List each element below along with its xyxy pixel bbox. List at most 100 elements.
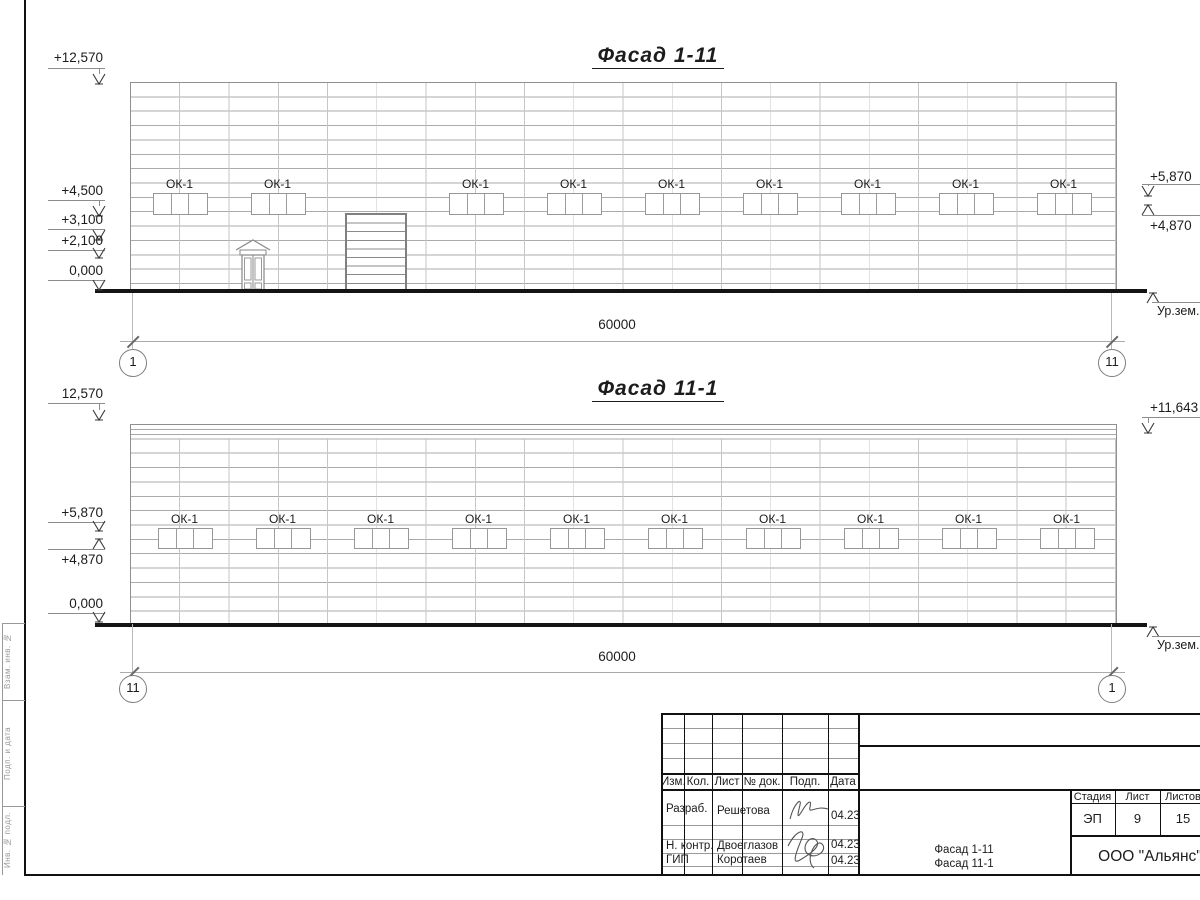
- elevation-mark-shelf: [48, 200, 105, 201]
- elevation-mark-value: +12,570: [53, 50, 103, 65]
- titleblock-line: [1070, 789, 1072, 874]
- elevation-mark-value: 0,000: [69, 596, 103, 611]
- elevation-arrow-icon: [1146, 291, 1160, 304]
- window-mullion: [977, 529, 978, 548]
- dimension-value: 60000: [598, 649, 636, 664]
- window-mullion: [761, 194, 762, 214]
- sectional-gate: [345, 213, 407, 291]
- window-mullion: [1072, 194, 1073, 214]
- window-mark-label: ОК-1: [857, 512, 884, 526]
- window-mark-label: ОК-1: [1050, 177, 1077, 191]
- window-mullion: [957, 194, 958, 214]
- elevation-mark-shelf: [48, 522, 105, 523]
- elevation-mark-shelf: [48, 68, 105, 69]
- window-mullion: [781, 529, 782, 548]
- signer-name: Коротаев: [717, 854, 767, 866]
- elevation-mark-shelf: [48, 229, 105, 230]
- window-mullion: [879, 529, 880, 548]
- window-mark-label: ОК-1: [854, 177, 881, 191]
- titleblock-line: [661, 789, 1200, 791]
- elevation-arrow-icon: [92, 409, 106, 422]
- margin-divider: [2, 623, 25, 624]
- elevation-arrow-icon: [92, 73, 106, 86]
- titleblock-line: [1160, 789, 1161, 835]
- window-mark-label: ОК-1: [658, 177, 685, 191]
- window: [844, 528, 899, 549]
- window: [1037, 193, 1092, 215]
- elevation-arrow-icon: [92, 229, 106, 242]
- extension-line: [1111, 624, 1112, 675]
- signer-role: Н. контр.: [666, 840, 714, 852]
- signer-date: 04.23: [831, 810, 860, 822]
- signature: [789, 801, 829, 820]
- elevation-mark-value: +3,100: [61, 212, 103, 227]
- parapet-band: [131, 434, 1116, 435]
- titleblock-line: [661, 743, 858, 744]
- window-mark-label: ОК-1: [563, 512, 590, 526]
- window-mullion: [1058, 529, 1059, 548]
- window: [648, 528, 703, 549]
- window-mullion: [487, 529, 488, 548]
- window-mullion: [389, 529, 390, 548]
- titleblock-line: [661, 713, 1200, 715]
- window: [1040, 528, 1095, 549]
- rev-col-izm: Изм.: [661, 776, 686, 788]
- window-mullion: [568, 529, 569, 548]
- signer-date: 04.23: [831, 855, 860, 867]
- rev-col-data: Дата: [830, 776, 856, 788]
- elevation-arrow-icon: [1141, 185, 1155, 198]
- margin-divider: [2, 700, 25, 701]
- window-mullion: [269, 194, 270, 214]
- organization: ООО "Альянс": [1098, 848, 1200, 865]
- stage-label: Стадия: [1073, 791, 1112, 803]
- window: [743, 193, 798, 215]
- signer-date: 04.23: [831, 839, 860, 851]
- margin-divider: [2, 806, 25, 807]
- titleblock-line: [661, 758, 858, 759]
- elevation-arrow-icon: [92, 247, 106, 260]
- window: [158, 528, 213, 549]
- window-mark-label: ОК-1: [756, 177, 783, 191]
- margin-label: Взам. инв. №: [3, 633, 12, 690]
- rev-col-ndok: № док.: [743, 776, 781, 788]
- window-mark-label: ОК-1: [955, 512, 982, 526]
- window-mullion: [876, 194, 877, 214]
- elevation-mark-leader: [98, 68, 100, 74]
- window-mullion: [680, 194, 681, 214]
- window: [256, 528, 311, 549]
- elevation-mark-value: 12,570: [61, 386, 103, 401]
- elevation-mark-value: 0,000: [69, 263, 103, 278]
- window-mullion: [188, 194, 189, 214]
- titleblock-line: [661, 866, 858, 867]
- titleblock-line: [661, 728, 858, 729]
- window-mark-label: ОК-1: [269, 512, 296, 526]
- window-mullion: [974, 194, 975, 214]
- window-mullion: [859, 194, 860, 214]
- window-mullion: [582, 194, 583, 214]
- entrance-door: [235, 239, 271, 292]
- window: [645, 193, 700, 215]
- titleblock-line: [1070, 835, 1200, 837]
- window-mullion: [1075, 529, 1076, 548]
- elevation-mark-leader: [1147, 417, 1149, 423]
- window: [841, 193, 896, 215]
- elevation-mark-leader: [1147, 184, 1149, 186]
- window-mullion: [470, 529, 471, 548]
- elevation-mark-shelf: [1142, 215, 1200, 216]
- window-mullion: [585, 529, 586, 548]
- panel-joints-vertical: [131, 83, 1116, 290]
- window: [153, 193, 208, 215]
- signer-name: Решетова: [717, 805, 770, 817]
- sheet-value: 9: [1133, 811, 1142, 826]
- axis-bubble: 1: [119, 349, 147, 377]
- ground-level-label: Ур.зем.: [1157, 638, 1200, 652]
- window: [942, 528, 997, 549]
- window-mark-label: ОК-1: [166, 177, 193, 191]
- parapet-band: [131, 429, 1116, 430]
- window: [547, 193, 602, 215]
- elevation-mark-value: +4,870: [1150, 218, 1192, 233]
- doc-title: Фасад 1-11 Фасад 11-1: [858, 843, 1070, 871]
- elevation-mark-leader: [98, 200, 100, 206]
- dimension-line: [120, 672, 1125, 673]
- titleblock-line: [858, 745, 1200, 747]
